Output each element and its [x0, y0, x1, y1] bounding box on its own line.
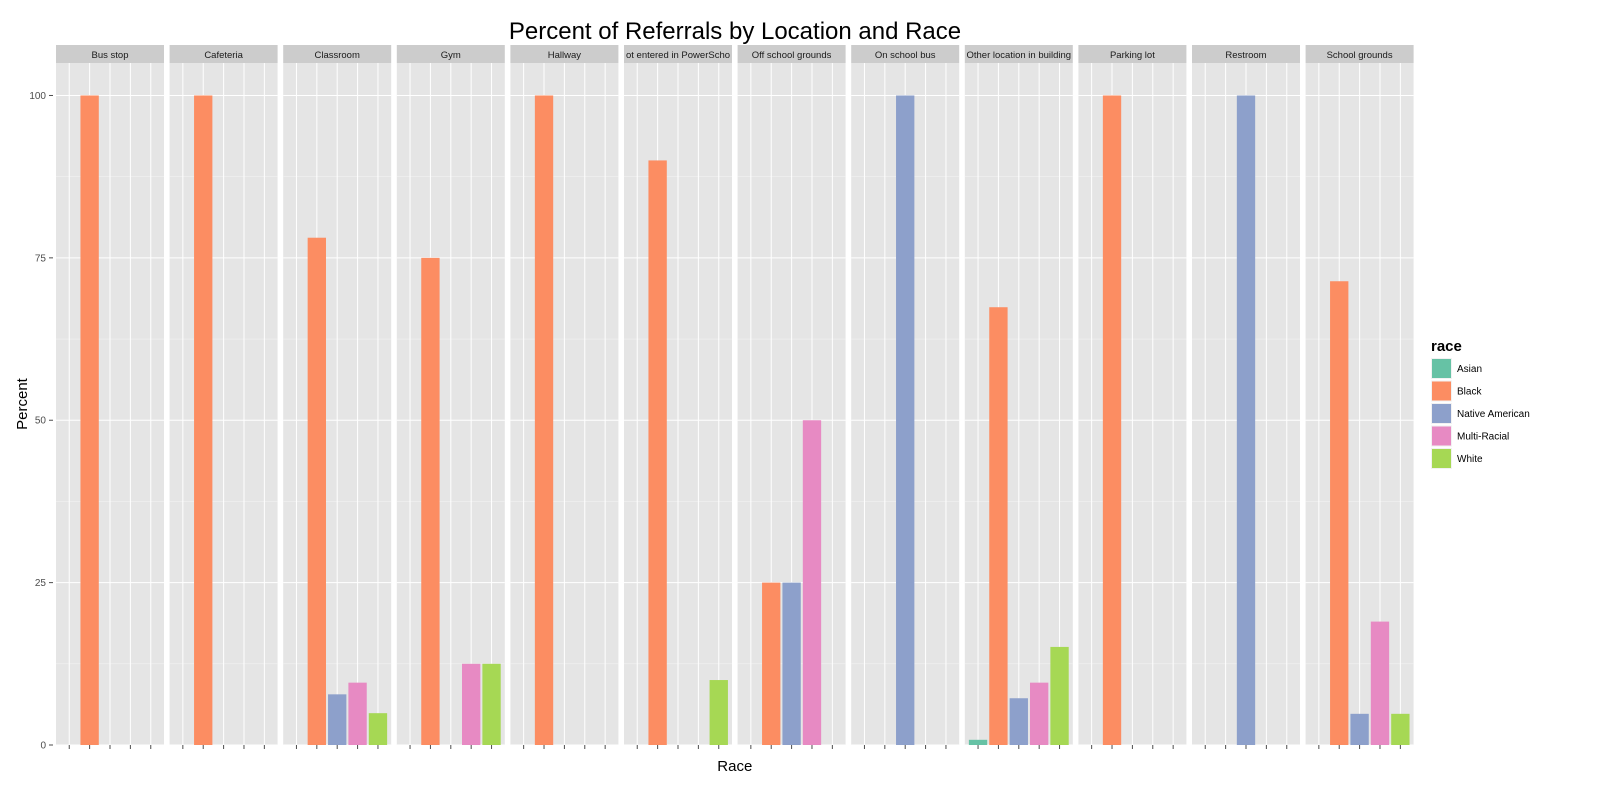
- facet-strip: [624, 45, 732, 63]
- facet-strip: [1305, 45, 1414, 63]
- bar: [709, 680, 728, 745]
- bar: [194, 95, 213, 745]
- facet-strip: [737, 45, 846, 63]
- facet-label: Hallway: [548, 50, 582, 61]
- facet-label: Parking lot: [1110, 50, 1155, 61]
- bar: [1050, 646, 1069, 745]
- facet-strip: [1078, 45, 1187, 63]
- bar: [1370, 621, 1390, 745]
- facet-label: Bus stop: [92, 50, 129, 61]
- legend-label: Native American: [1457, 409, 1530, 420]
- facet-label: School grounds: [1327, 50, 1393, 61]
- bar: [968, 739, 988, 745]
- bar: [462, 663, 481, 745]
- legend-label: White: [1457, 454, 1483, 465]
- y-axis-title: Percent: [14, 377, 31, 430]
- bar: [1330, 281, 1349, 745]
- facet-strip: [283, 45, 392, 63]
- bar: [368, 713, 388, 745]
- legend-swatch: [1432, 426, 1451, 446]
- chart-title: Percent of Referrals by Location and Rac…: [508, 18, 962, 45]
- facet-strip: [396, 45, 505, 63]
- bar: [328, 694, 347, 745]
- legend-title: race: [1431, 338, 1462, 355]
- bar: [348, 682, 367, 745]
- facet-label: Off school grounds: [752, 50, 832, 61]
- bar: [1030, 682, 1049, 745]
- facet-strip: [851, 45, 960, 63]
- bar: [1009, 698, 1028, 745]
- bar: [1391, 713, 1410, 745]
- facet-strip: [510, 45, 619, 63]
- legend-swatch: [1432, 404, 1451, 423]
- legend-label: Asian: [1457, 364, 1482, 375]
- y-tick-label: 50: [35, 416, 47, 427]
- y-tick-label: 25: [35, 578, 47, 589]
- bar: [782, 582, 801, 745]
- bar: [896, 95, 915, 745]
- bar: [989, 307, 1008, 745]
- legend-swatch: [1432, 449, 1451, 468]
- y-tick-label: 0: [40, 741, 46, 752]
- bar: [534, 95, 554, 745]
- facet-strip: [964, 45, 1073, 63]
- bar: [1350, 713, 1369, 745]
- legend-swatch: [1432, 359, 1451, 378]
- facet-strip: [169, 45, 278, 63]
- facet-label: Gym: [441, 50, 461, 61]
- bar: [1102, 95, 1122, 745]
- bar: [802, 420, 822, 745]
- y-tick-label: 100: [29, 91, 46, 102]
- facet-label: Cafeteria: [204, 50, 243, 61]
- bar: [482, 663, 501, 745]
- facet-label: Restroom: [1225, 50, 1266, 61]
- legend-swatch: [1432, 381, 1451, 401]
- y-tick-label: 75: [35, 253, 47, 264]
- bar: [762, 582, 781, 745]
- facet-strip: [1192, 45, 1300, 63]
- facet-label: On school bus: [875, 50, 936, 61]
- legend-label: Black: [1457, 387, 1482, 398]
- bar: [648, 160, 667, 745]
- facet-label: Other location in building: [967, 50, 1072, 61]
- bar: [307, 237, 326, 745]
- facet-label: ot entered in PowerScho: [626, 50, 730, 61]
- legend-label: Multi-Racial: [1457, 432, 1509, 443]
- x-axis-title: Race: [717, 758, 752, 775]
- facet-strip: [56, 45, 164, 63]
- facet-label: Classroom: [314, 50, 359, 61]
- bar: [80, 95, 99, 745]
- bar: [1236, 95, 1256, 745]
- bar: [421, 257, 440, 745]
